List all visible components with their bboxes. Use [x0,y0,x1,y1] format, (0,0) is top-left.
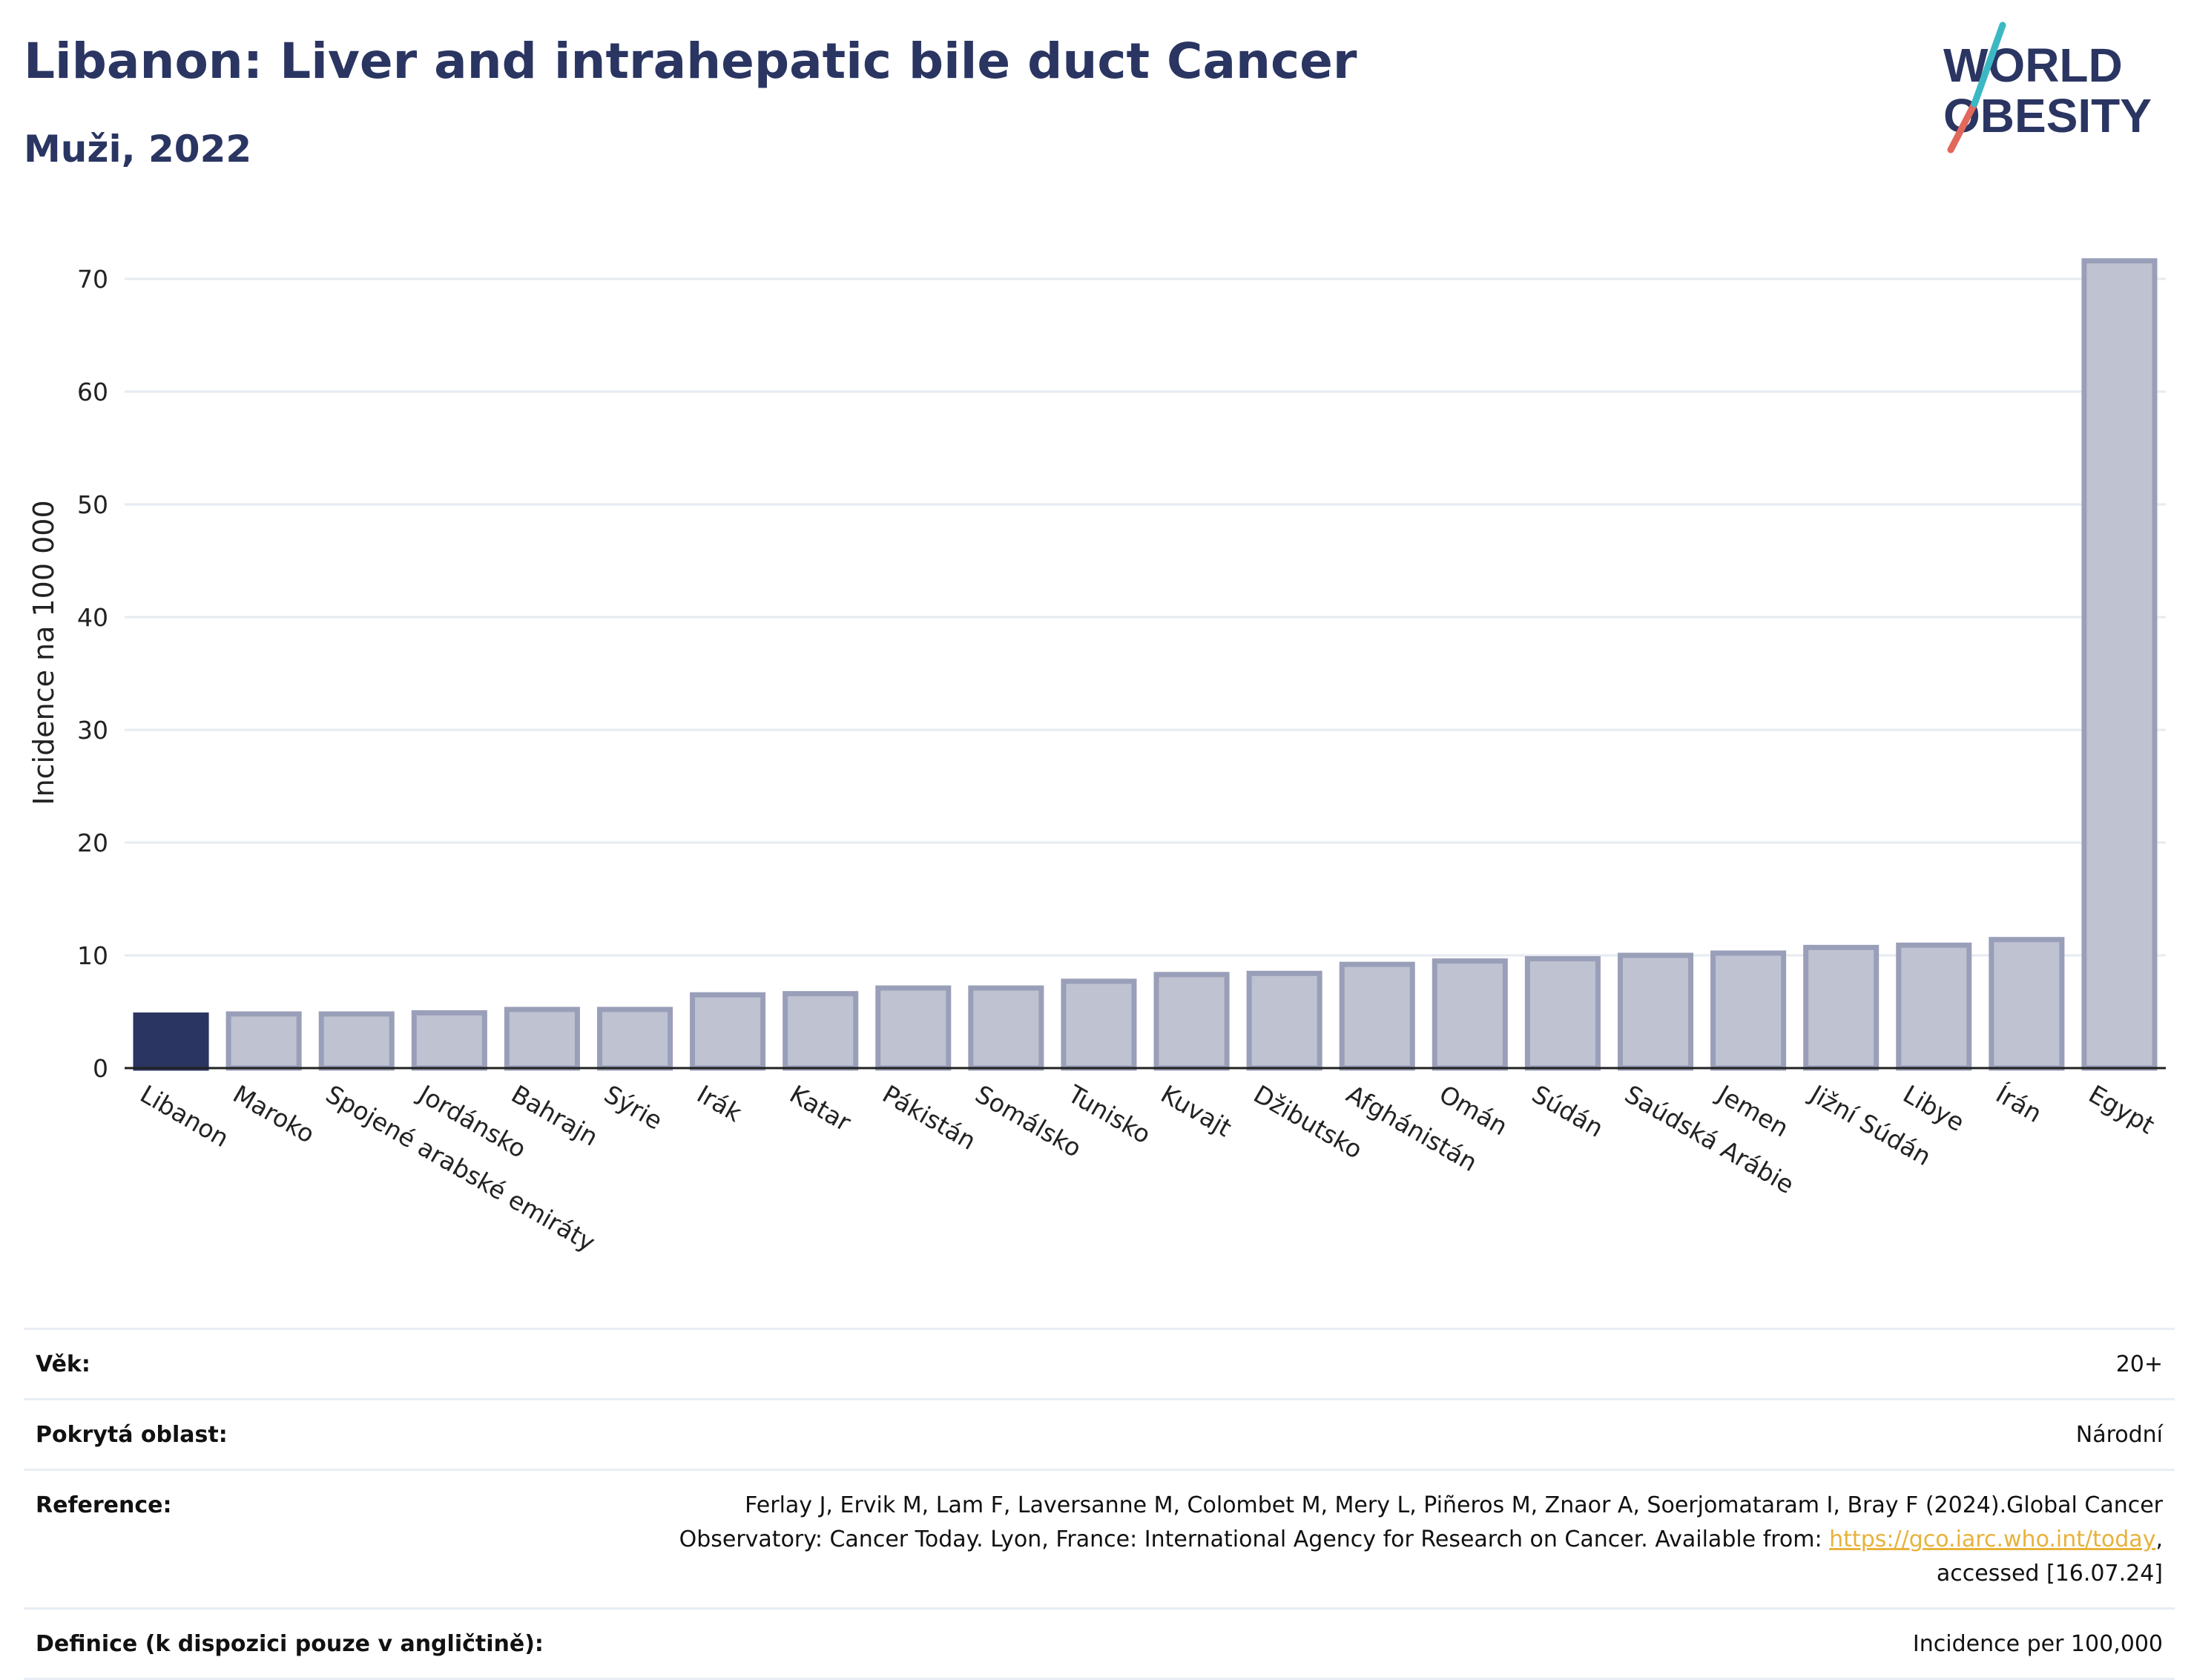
bar-14 [1432,958,1508,1071]
bar-2 [318,1011,395,1071]
world-obesity-logo: WORLD OBESITY [1943,22,2152,154]
x-tick-label: Maroko [228,1079,320,1149]
bar-11 [1153,972,1230,1071]
logo-slash-top [1971,22,2006,108]
bar-12 [1246,970,1322,1071]
reference-value: Ferlay J, Ervik M, Lam F, Laversanne M, … [665,1489,2163,1591]
bar-19 [1896,942,1972,1071]
bar-13 [1339,961,1415,1071]
y-tick-label: 10 [77,941,108,970]
bar-0 [133,1012,209,1071]
chart-subtitle: Muži, 2022 [24,128,252,171]
x-tick-label: Somálsko [970,1079,1086,1163]
y-tick-label: 30 [77,716,108,745]
bar-15 [1524,956,1601,1071]
grid-lines [125,277,2166,957]
bar-7 [783,991,859,1071]
x-tick-label: Egypt [2083,1079,2159,1139]
reference-label: Reference: [36,1492,172,1518]
bar-16 [1617,952,1694,1071]
x-tick-label: Írán [1991,1078,2047,1128]
x-tick-label: Libanon [136,1079,234,1153]
info-table: Věk: 20+ Pokrytá oblast: Národní Referen… [24,1328,2175,1680]
age-label: Věk: [36,1351,90,1377]
reference-text-1: Ferlay J, Ervik M, Lam F, Laversanne M, … [679,1492,2163,1552]
x-tick-label: Katar [785,1079,856,1137]
info-row-definition: Definice (k dispozici pouze v angličtině… [24,1607,2175,1680]
definition-label: Definice (k dispozici pouze v angličtině… [36,1631,544,1657]
x-tick-label: Libye [1898,1079,1969,1137]
info-row-coverage: Pokrytá oblast: Národní [24,1398,2175,1469]
bars [133,258,2158,1071]
y-tick-label: 40 [77,603,108,632]
info-row-reference: Reference: Ferlay J, Ervik M, Lam F, Lav… [24,1469,2175,1607]
x-tick-label: Kuvajt [1156,1079,1237,1142]
bar-8 [875,985,952,1071]
bar-6 [690,992,766,1071]
y-axis-title: Incidence na 100 000 [27,500,60,805]
reference-link[interactable]: https://gco.iarc.who.int/today [1829,1526,2156,1552]
bar-3 [411,1010,487,1071]
age-value: 20+ [2115,1351,2163,1377]
x-tick-label: Pákistán [877,1079,981,1156]
bar-4 [504,1007,580,1071]
y-tick-label: 50 [77,490,108,519]
coverage-label: Pokrytá oblast: [36,1422,228,1448]
bar-5 [596,1007,673,1071]
bar-10 [1061,978,1137,1071]
reference-text-2: , accessed [16.07.24] [1936,1526,2163,1587]
bar-17 [1710,950,1787,1071]
bar-20 [1989,937,2065,1071]
logo-slash-bottom [1947,100,1978,154]
logo-line-1: WORLD [1943,39,2123,92]
bar-21 [2081,258,2158,1071]
y-tick-label: 60 [77,378,108,406]
x-tick-label: Irák [692,1079,748,1128]
y-tick-label: 70 [77,265,108,294]
y-tick-labels: 0 10 20 30 40 50 60 70 [77,265,108,1083]
definition-value: Incidence per 100,000 [1912,1631,2163,1657]
y-tick-label: 20 [77,829,108,857]
info-row-age: Věk: 20+ [24,1328,2175,1398]
bar-1 [225,1011,302,1071]
x-tick-label: Sýrie [599,1079,668,1136]
bar-18 [1803,944,1880,1071]
x-tick-label: Súdán [1527,1079,1609,1143]
chart-title: Libanon: Liver and intrahepatic bile duc… [24,33,1357,90]
bar-9 [968,985,1044,1071]
y-tick-label: 0 [93,1054,108,1083]
x-tick-label: Saúdská Arábie [1620,1079,1799,1199]
coverage-value: Národní [2075,1422,2163,1448]
